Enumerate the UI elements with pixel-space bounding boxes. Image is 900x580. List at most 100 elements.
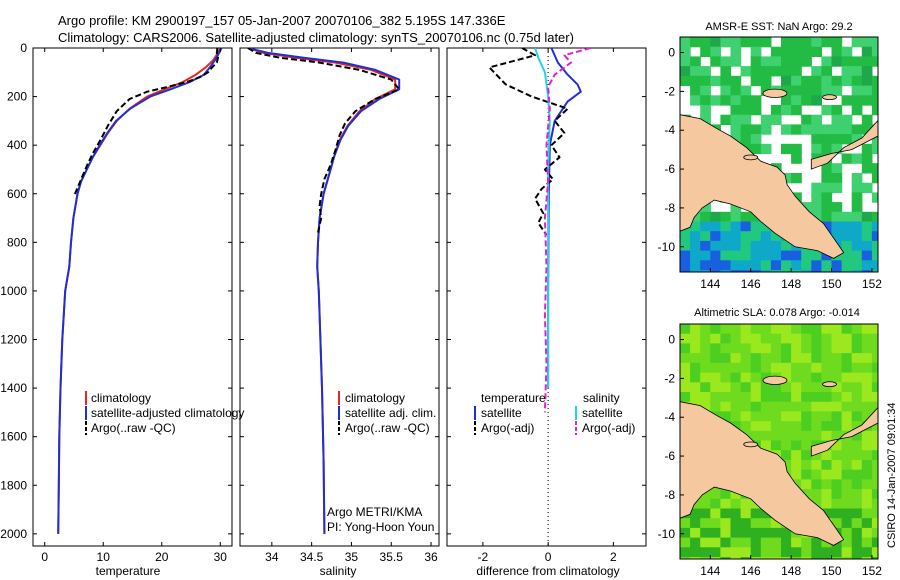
- sla-grid-cell: [861, 430, 873, 442]
- sla-grid-cell: [811, 401, 822, 412]
- sla-grid-cell: [690, 333, 701, 344]
- sst-map-frame: [679, 36, 879, 273]
- sla-grid-cell: [760, 537, 772, 548]
- sst-grid-cell: [851, 95, 863, 106]
- salinity-legend: climatology satellite adj. clim. Argo(..…: [338, 391, 436, 435]
- sla-grid-cell: [690, 557, 701, 559]
- sst-map-title: AMSR-E SST: NaN Argo: 29.2: [705, 21, 852, 33]
- sst-grid-cell: [861, 46, 873, 57]
- sst-grid-cell: [781, 143, 792, 155]
- sla-grid-cell: [861, 324, 873, 335]
- sla-grid-cell: [770, 557, 782, 559]
- sla-grid-cell: [720, 333, 732, 344]
- sst-grid-cell: [851, 85, 863, 96]
- sst-grid-cell: [760, 124, 772, 135]
- sla-map-title: Altimetric SLA: 0.078 Argo: -0.014: [694, 307, 860, 319]
- sst-grid-cell: [791, 75, 802, 87]
- sla-map-frame: [679, 323, 879, 560]
- sla-grid-cell: [750, 392, 762, 403]
- sla-grid-cell: [740, 353, 752, 364]
- sst-grid-cell: [841, 95, 853, 106]
- sst-grid-cell: [700, 270, 711, 272]
- sla-grid-cell: [740, 498, 752, 510]
- sla-grid-cell: [831, 392, 843, 403]
- sst-grid-cell: [831, 182, 843, 193]
- difference-panel-frame: [446, 47, 647, 547]
- sst-grid-cell: [851, 134, 863, 145]
- sla-grid-cell: [690, 498, 701, 510]
- sla-grid-cell: [821, 353, 833, 364]
- sla-grid-cell: [700, 372, 711, 383]
- sla-grid-cell: [871, 430, 878, 442]
- sla-grid-cell: [740, 411, 752, 422]
- sla-grid-cell: [811, 353, 822, 364]
- sla-grid-cell: [851, 421, 863, 432]
- sla-grid-cell: [831, 557, 843, 559]
- sla-grid-cell: [750, 333, 762, 344]
- sst-grid-cell: [861, 85, 873, 96]
- sst-grid-cell: [831, 173, 843, 184]
- sla-grid-cell: [871, 392, 878, 403]
- sla-grid-cell: [801, 469, 812, 480]
- sla-grid-cell: [700, 518, 711, 529]
- sla-grid-cell: [841, 421, 853, 432]
- sla-grid-cell: [811, 392, 822, 403]
- sla-grid-cell: [720, 498, 732, 510]
- sla-grid-cell: [730, 557, 742, 559]
- sla-grid-cell: [781, 401, 792, 412]
- sla-grid-cell: [700, 547, 711, 558]
- sla-grid-cell: [861, 537, 873, 548]
- sst-grid-cell: [690, 56, 701, 67]
- sst-grid-cell: [760, 66, 772, 77]
- sla-grid-cell: [680, 382, 691, 393]
- sla-grid-cell: [861, 343, 873, 354]
- sst-grid-cell: [720, 114, 732, 125]
- sst-grid-cell: [791, 260, 802, 271]
- sst-grid-cell: [841, 240, 853, 252]
- sla-grid-cell: [750, 362, 762, 374]
- sla-grid-cell: [841, 527, 853, 539]
- sla-grid-cell: [851, 489, 863, 500]
- sla-grid-cell: [861, 440, 873, 451]
- sla-grid-cell: [861, 333, 873, 344]
- sst-grid-cell: [811, 260, 822, 271]
- sst-grid-cell: [760, 56, 772, 67]
- sst-grid-cell: [770, 260, 782, 271]
- sst-grid-cell: [871, 134, 878, 145]
- sla-grid-cell: [841, 372, 853, 383]
- sla-grid-cell: [791, 343, 802, 354]
- sst-grid-cell: [740, 270, 752, 272]
- sst-grid-cell: [871, 260, 878, 271]
- difference-xlabel: difference from climatology: [476, 564, 619, 578]
- sla-lon-tick-label: 144: [700, 564, 720, 578]
- sst-grid-cell: [781, 270, 792, 272]
- sla-grid-cell: [781, 333, 792, 344]
- sla-grid-cell: [801, 343, 812, 354]
- sst-grid-cell: [740, 211, 752, 223]
- sst-grid-cell: [710, 75, 721, 87]
- sla-grid-cell: [811, 324, 822, 335]
- sla-grid-cell: [760, 324, 772, 335]
- sla-grid-cell: [750, 547, 762, 558]
- sst-grid-cell: [811, 143, 822, 155]
- sla-grid-cell: [720, 382, 732, 393]
- sla-grid-cell: [781, 421, 792, 432]
- sst-grid-cell: [841, 250, 853, 261]
- sst-grid-cell: [851, 66, 863, 77]
- sla-grid-cell: [740, 382, 752, 393]
- sla-grid-cell: [801, 362, 812, 374]
- sla-grid-cell: [750, 518, 762, 529]
- sla-grid-cell: [811, 411, 822, 422]
- sla-grid-cell: [851, 527, 863, 539]
- sla-grid-cell: [851, 362, 863, 374]
- sst-grid-cell: [740, 95, 752, 106]
- sla-grid-cell: [791, 469, 802, 480]
- sst-grid-cell: [871, 240, 878, 252]
- sla-grid-cell: [740, 537, 752, 548]
- sst-grid-cell: [861, 270, 873, 272]
- sst-grid-cell: [861, 153, 873, 164]
- sst-grid-cell: [720, 260, 732, 271]
- temperature-xlabel: temperature: [96, 564, 161, 578]
- sst-grid-cell: [730, 75, 742, 87]
- depth-tick-label: 200: [7, 90, 27, 104]
